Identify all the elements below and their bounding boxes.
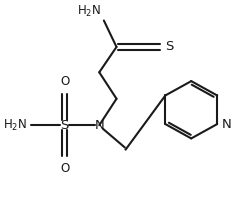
Text: N: N [94,119,104,132]
Text: S: S [165,41,173,54]
Text: O: O [60,162,69,175]
Text: S: S [61,119,69,132]
Text: H$_2$N: H$_2$N [3,118,27,133]
Text: O: O [60,75,69,88]
Text: H$_2$N: H$_2$N [77,4,102,19]
Text: N: N [221,118,231,131]
